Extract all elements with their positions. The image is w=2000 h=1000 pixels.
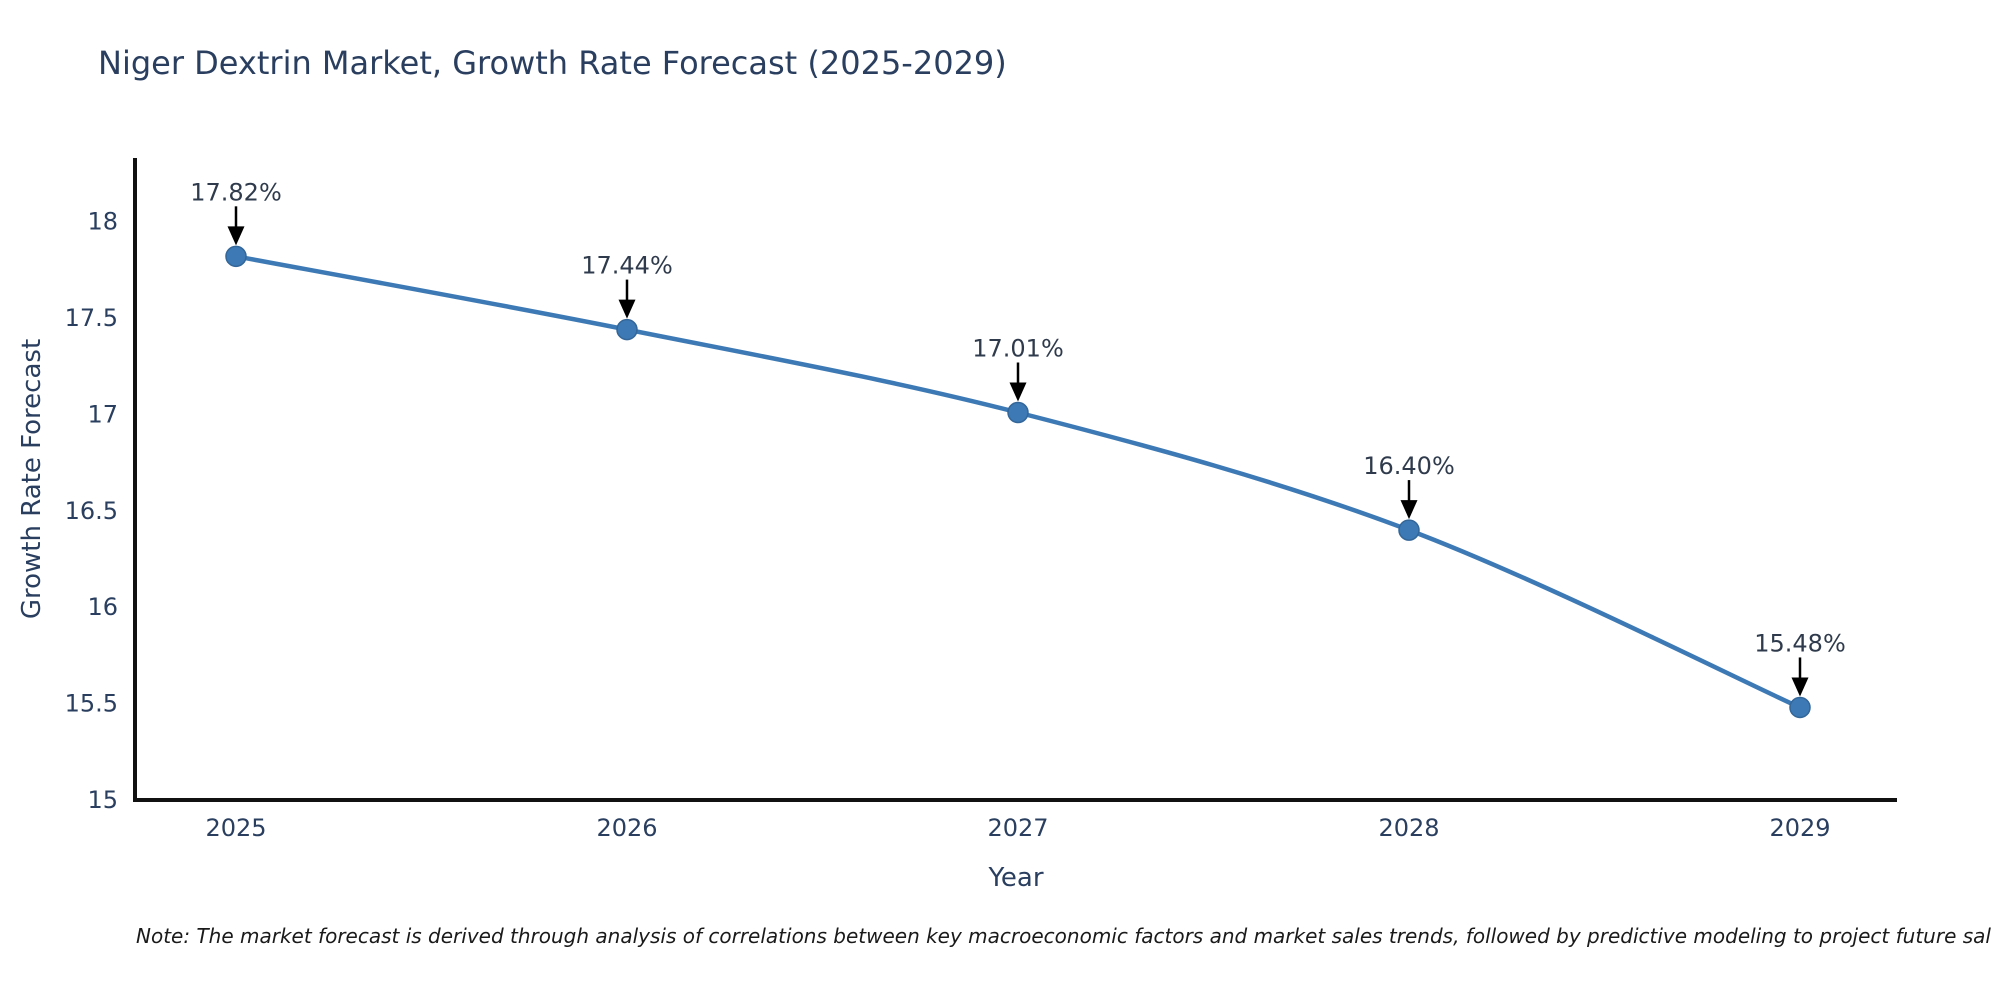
data-point-marker	[1398, 519, 1420, 541]
chart-title: Niger Dextrin Market, Growth Rate Foreca…	[98, 44, 1007, 82]
data-point-marker	[1789, 696, 1811, 719]
annotation-label: 17.01%	[972, 334, 1064, 362]
x-axis-title: Year	[987, 863, 1043, 893]
y-tick-label: 17	[87, 400, 118, 428]
annotation-label: 15.48%	[1754, 629, 1846, 657]
annotation-label: 16.40%	[1363, 452, 1455, 480]
y-tick-label: 16.5	[65, 497, 118, 525]
y-tick-label: 15.5	[65, 690, 118, 718]
annotation-label: 17.82%	[190, 178, 282, 206]
data-point-marker	[616, 318, 638, 341]
annotation-arrow-head	[1400, 500, 1418, 520]
y-axis-title: Growth Rate Forecast	[17, 339, 47, 619]
trend-line	[233, 254, 1803, 710]
annotation-arrow-head	[618, 299, 636, 319]
y-tick-label: 18	[87, 208, 118, 236]
data-point-marker	[1007, 401, 1029, 424]
y-tick-label: 16	[87, 593, 118, 621]
y-tick-label: 17.5	[65, 304, 118, 332]
annotation-label: 17.44%	[581, 252, 673, 280]
footnote: Note: The market forecast is derived thr…	[136, 924, 1991, 948]
y-tick-label: 15	[87, 786, 118, 814]
x-tick-label: 2028	[1378, 814, 1439, 842]
x-tick-label: 2026	[596, 814, 657, 842]
x-tick-label: 2027	[987, 814, 1048, 842]
x-tick-label: 2029	[1769, 814, 1830, 842]
annotation-arrow-head	[227, 226, 245, 246]
data-point-marker	[225, 245, 247, 268]
annotation-arrow-head	[1009, 382, 1027, 402]
x-tick-label: 2025	[205, 814, 266, 842]
annotation-arrow-head	[1791, 677, 1809, 697]
